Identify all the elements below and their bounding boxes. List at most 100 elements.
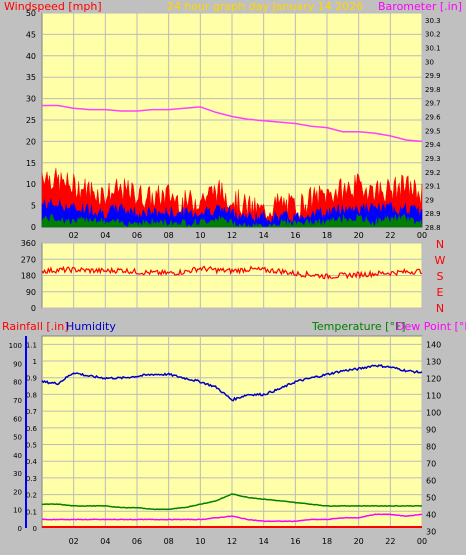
baro-tick-label: 29.4: [425, 141, 441, 149]
x-tick-label: 00: [417, 537, 427, 546]
temperature-tick-label: 100: [426, 408, 441, 417]
x-tick-label: 16: [290, 231, 300, 240]
wind-direction-grid: [42, 242, 423, 309]
x-axis-bottom: 02 04 06 08 10 12 14 16 18 20 22 00: [69, 537, 428, 546]
wind-tick-label: 15: [26, 159, 36, 168]
rainfall-tick-label: 0.6: [26, 425, 38, 433]
x-tick-label: 22: [385, 231, 395, 240]
x-tick-label: 00: [417, 231, 427, 240]
rainfall-tick-label: 0.5: [26, 442, 37, 450]
x-tick-label: 14: [259, 231, 269, 240]
wind-direction-y-axis: 0 90 180 270 360: [21, 239, 36, 313]
temperature-y-axis: 30 40 50 60 70 80 90 100 110 120 130 140: [426, 340, 441, 536]
x-tick-label: 02: [69, 537, 79, 546]
x-tick-label: 12: [227, 231, 237, 240]
compass-label: E: [437, 286, 444, 299]
humidity-tick-label: 60: [13, 415, 22, 423]
humidity-tick-label: 40: [13, 452, 22, 460]
x-tick-label: 08: [164, 537, 174, 546]
baro-tick-label: 29.7: [425, 100, 441, 108]
humidity-series: [41, 364, 423, 402]
barometer-series: [42, 104, 423, 143]
temperature-tick-label: 40: [426, 510, 436, 519]
humidity-tick-label: 70: [13, 397, 22, 405]
wind-tick-label: 35: [26, 73, 36, 82]
x-axis-top: 02 04 06 08 10 12 14 16 18 20 22 00: [69, 231, 428, 240]
temperature-tick-label: 110: [426, 391, 441, 400]
baro-tick-label: 28.8: [425, 224, 441, 232]
compass-label: W: [435, 254, 446, 267]
wind-tick-label: 50: [26, 9, 36, 18]
wind-tick-label: 20: [26, 137, 36, 146]
humidity-tick-label: 100: [9, 342, 22, 350]
wind-direction-series: [41, 265, 423, 280]
compass-label: N: [436, 238, 444, 251]
x-tick-label: 16: [290, 537, 300, 546]
wind-barometer-series: [41, 104, 423, 228]
x-tick-label: 04: [100, 231, 110, 240]
baro-tick-label: 29.1: [425, 183, 441, 191]
rainfall-tick-label: 0.9: [26, 375, 37, 383]
humidity-tick-label: 50: [13, 434, 22, 442]
wind-tick-label: 30: [26, 95, 36, 104]
temperature-tick-label: 120: [426, 374, 441, 383]
x-tick-label: 22: [385, 537, 395, 546]
x-tick-label: 14: [259, 537, 269, 546]
wind-tick-label: 40: [26, 52, 36, 61]
baro-tick-label: 29.9: [425, 72, 441, 80]
baro-tick-label: 30: [425, 58, 434, 66]
rainfall-tick-label: 1.1: [26, 341, 37, 349]
wind-tick-label: 5: [31, 202, 36, 211]
temperature-tick-label: 50: [426, 493, 436, 502]
humidity-label: Humidity: [66, 320, 116, 333]
rainfall-tick-label: 0.1: [26, 508, 37, 516]
x-tick-label: 02: [69, 231, 79, 240]
x-tick-label: 08: [164, 231, 174, 240]
wind-tick-label: 0: [31, 223, 36, 232]
windspeed-y-axis: 0 5 10 15 20 25 30 35 40 45 50: [26, 9, 36, 232]
temperature-label: Temperature [°F]: [311, 320, 406, 333]
windspeed-title: Windspeed [mph]: [4, 0, 102, 13]
rainfall-y-axis: 0 0.1 0.2 0.3 0.4 0.5 0.6 0.7 0.8 0.9 1 1.1: [26, 341, 38, 533]
x-tick-label: 18: [322, 231, 332, 240]
baro-tick-label: 29.6: [425, 114, 441, 122]
wind-average-series: [41, 198, 423, 228]
compass-label: N: [436, 302, 444, 315]
temperature-tick-label: 70: [426, 459, 436, 468]
baro-tick-label: 29.2: [425, 169, 441, 177]
humidity-y-axis: 0 10 20 30 40 50 60 70 80 90 100: [9, 342, 22, 533]
baro-tick-label: 29.5: [425, 127, 441, 135]
rainfall-tick-label: 0.3: [26, 475, 37, 483]
compass-label: S: [437, 270, 444, 283]
baro-tick-label: 30.3: [425, 17, 441, 25]
direction-tick-label: 270: [21, 255, 36, 264]
barometer-title: Barometer [.in]: [378, 0, 462, 13]
dewpoint-series: [41, 513, 423, 523]
x-tick-label: 06: [132, 537, 142, 546]
dewpoint-label: Dew Point [°F]: [396, 320, 466, 333]
humidity-tick-label: 0: [18, 525, 22, 533]
humidity-tick-label: 90: [13, 360, 22, 368]
rainfall-tick-label: 0.2: [26, 492, 37, 500]
temperature-tick-label: 80: [426, 442, 436, 451]
temperature-tick-label: 90: [426, 425, 436, 434]
humidity-tick-label: 10: [13, 507, 22, 515]
temperature-tick-label: 60: [426, 476, 436, 485]
baro-tick-label: 29: [425, 196, 434, 204]
temperature-tick-label: 140: [426, 340, 441, 349]
temperature-tick-label: 30: [426, 527, 436, 536]
barometer-y-axis: 28.8 28.9 29 29.1 29.2 29.3 29.4 29.5 29.6 29.7 29…: [425, 17, 441, 232]
x-tick-label: 12: [227, 537, 237, 546]
baro-tick-label: 30.1: [425, 45, 441, 53]
baro-tick-label: 28.9: [425, 210, 441, 218]
baro-tick-label: 30.2: [425, 31, 441, 39]
rainfall-label: Rainfall [.in]: [2, 320, 69, 333]
x-tick-label: 06: [132, 231, 142, 240]
wind-tick-label: 25: [26, 116, 36, 125]
humidity-tick-label: 80: [13, 379, 22, 387]
rainfall-tick-label: 0.7: [26, 408, 37, 416]
